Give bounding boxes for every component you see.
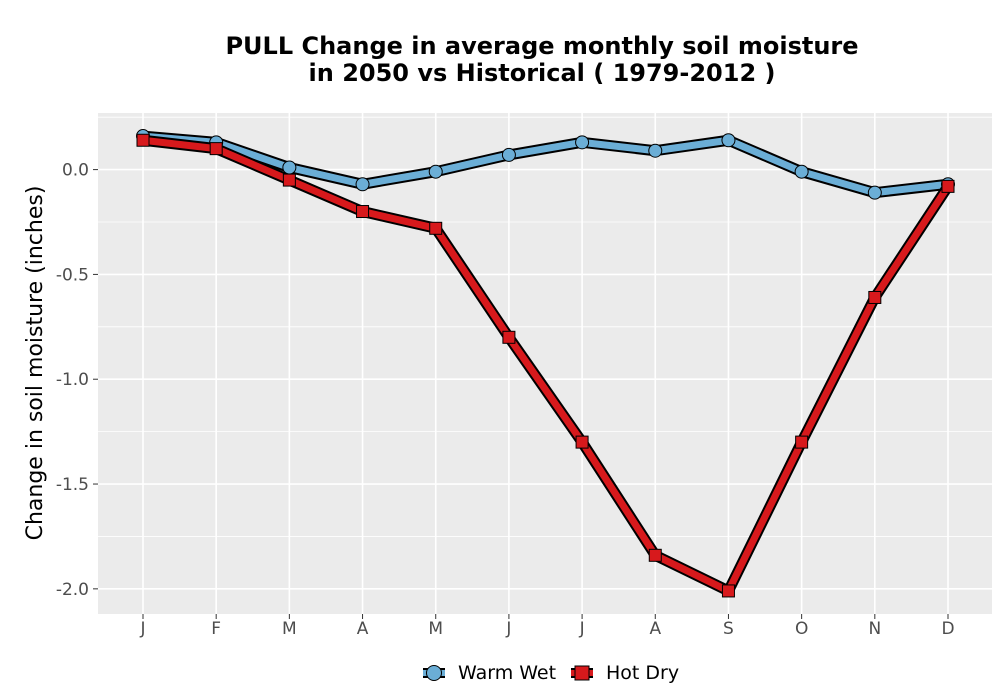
legend: Warm Wet Hot Dry	[423, 662, 679, 684]
data-point-warm-wet	[867, 185, 882, 200]
data-point-warm-wet	[648, 143, 663, 158]
data-point-hot-dry	[282, 173, 296, 187]
data-point-warm-wet	[501, 147, 516, 162]
x-tick-label: D	[941, 619, 954, 639]
x-tick-label: F	[211, 619, 221, 639]
x-tick-label: A	[649, 619, 661, 639]
axes: 0.0 -0.5 -1.0 -1.5 -2.0 J F M A M J J A S O N D	[56, 161, 955, 639]
y-tick-label: -1.0	[56, 370, 89, 390]
x-tick-label: J	[139, 619, 145, 639]
data-point-warm-wet	[794, 164, 809, 179]
x-tick-label: J	[579, 619, 585, 639]
legend-key-marker	[426, 665, 442, 681]
series-hot-dry	[136, 133, 955, 598]
x-tick-label: S	[723, 619, 734, 639]
y-tick-label: 0.0	[62, 161, 89, 181]
data-point-hot-dry	[721, 584, 735, 598]
x-tick-label: N	[868, 619, 881, 639]
data-point-warm-wet	[282, 160, 297, 175]
chart-title-line2: in 2050 vs Historical ( 1979-2012 )	[309, 59, 776, 87]
legend-item-hot-dry	[571, 665, 593, 681]
legend-label-hot-dry: Hot Dry	[606, 662, 679, 684]
data-point-warm-wet	[355, 177, 370, 192]
chart-title-line1: PULL Change in average monthly soil mois…	[225, 32, 858, 60]
data-point-hot-dry	[136, 133, 150, 147]
series-line-hot-dry	[139, 136, 952, 595]
data-point-hot-dry	[209, 142, 223, 156]
data-point-hot-dry	[648, 548, 662, 562]
legend-label-warm-wet: Warm Wet	[458, 662, 556, 684]
series-layer	[136, 129, 955, 598]
data-point-hot-dry	[356, 205, 370, 219]
x-tick-label: J	[505, 619, 511, 639]
data-point-warm-wet	[721, 133, 736, 148]
x-tick-label: M	[282, 619, 297, 639]
data-point-hot-dry	[868, 290, 882, 304]
data-point-hot-dry	[575, 435, 589, 449]
legend-key-marker	[574, 665, 590, 681]
data-point-hot-dry	[795, 435, 809, 449]
y-tick-label: -0.5	[56, 265, 89, 285]
data-point-hot-dry	[941, 179, 955, 193]
x-tick-label: O	[795, 619, 808, 639]
y-tick-label: -2.0	[56, 580, 89, 600]
data-point-hot-dry	[429, 221, 443, 235]
data-point-hot-dry	[502, 330, 516, 344]
y-tick-label: -1.5	[56, 475, 89, 495]
series-line-warm-wet	[139, 132, 952, 197]
x-tick-label: A	[357, 619, 369, 639]
data-point-warm-wet	[428, 164, 443, 179]
data-point-warm-wet	[575, 135, 590, 150]
legend-item-warm-wet	[423, 665, 445, 681]
y-axis-label: Change in soil moisture (inches)	[23, 186, 48, 541]
x-tick-label: M	[428, 619, 443, 639]
gridlines	[98, 113, 992, 614]
